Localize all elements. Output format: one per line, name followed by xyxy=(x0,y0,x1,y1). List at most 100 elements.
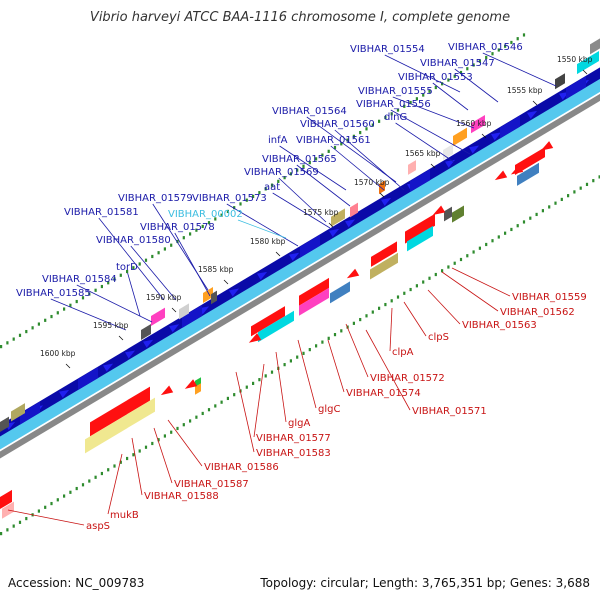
scale-dot xyxy=(195,228,198,232)
reverse-arrow xyxy=(248,333,262,343)
scale-dot xyxy=(441,82,444,86)
forward-gene xyxy=(20,401,40,425)
scale-dot xyxy=(548,205,551,209)
scale-dot xyxy=(132,453,135,457)
arrow-head xyxy=(289,252,300,261)
kbp-tick xyxy=(582,69,588,75)
scale-dot xyxy=(327,149,330,153)
scale-dot xyxy=(541,209,544,213)
scale-dot xyxy=(214,217,217,221)
forward-arrow xyxy=(229,288,240,297)
forward-leader xyxy=(127,272,141,317)
reverse-feature xyxy=(90,386,150,437)
map-title: Vibrio harveyi ATCC BAA-1116 chromosome … xyxy=(89,10,511,25)
scale-dot xyxy=(75,299,78,304)
feature-block xyxy=(331,208,345,227)
forward-leader xyxy=(296,164,351,207)
scale-dot xyxy=(579,186,582,190)
scale-dot xyxy=(447,78,450,82)
reverse-arrow xyxy=(160,385,174,396)
scale-dot xyxy=(31,326,34,330)
scale-dot xyxy=(44,505,47,509)
scale-dot xyxy=(396,108,400,112)
arrow-head xyxy=(381,197,392,206)
scale-dot xyxy=(50,314,53,319)
arrow-head xyxy=(329,228,340,237)
forward-gene-label: VIBHAR_01561 xyxy=(296,135,371,146)
forward-gene xyxy=(500,115,520,139)
scale-dot xyxy=(308,161,311,165)
forward-gene-label: torD xyxy=(116,262,138,273)
scale-dot xyxy=(422,280,425,284)
scale-dots xyxy=(0,33,600,536)
forward-arrow xyxy=(445,159,456,168)
scale-dot xyxy=(522,33,526,37)
scale-dot xyxy=(252,194,255,199)
scale-dot xyxy=(504,44,507,48)
scale-dot xyxy=(88,479,91,483)
forward-gene-label: infA xyxy=(268,135,288,146)
scale-dot xyxy=(119,273,122,277)
reverse-arrow xyxy=(510,164,524,175)
scale-dot xyxy=(126,269,129,274)
forward-arrow xyxy=(125,350,136,359)
scale-dot xyxy=(422,93,425,97)
reverse-feature xyxy=(299,277,329,306)
forward-leader xyxy=(390,109,471,155)
arrow-head xyxy=(510,164,524,175)
forward-gene-label: VIBHAR_01569 xyxy=(244,167,319,178)
reverse-feature xyxy=(299,287,329,316)
forward-leader xyxy=(482,52,557,87)
forward-leader xyxy=(384,54,461,93)
reverse-leader xyxy=(441,271,499,312)
scale-dot xyxy=(163,247,166,251)
forward-gene-label: VIBHAR_01585 xyxy=(16,288,91,299)
forward-arrow xyxy=(527,110,538,119)
scale-dot xyxy=(459,70,463,75)
scale-dot xyxy=(107,281,110,285)
arrow-head xyxy=(257,271,268,280)
reverse-gene-label: aspS xyxy=(86,521,110,532)
forward-arrow xyxy=(103,363,114,372)
scale-dot xyxy=(434,85,437,90)
forward-gene-label: VIBHAR_01578 xyxy=(140,222,215,233)
scale-dot xyxy=(535,212,538,217)
scale-dot xyxy=(126,456,129,461)
topology-text: Topology: circular; Length: 3,765,351 bp… xyxy=(260,576,590,590)
arrow-head xyxy=(229,288,240,297)
kbp-marker: 1580 kbp xyxy=(250,237,286,246)
scale-dot xyxy=(302,351,305,355)
scale-dot xyxy=(37,509,40,513)
scale-dot xyxy=(151,254,154,259)
reverse-arrow xyxy=(432,205,446,216)
forward-gene-label: VIBHAR_01584 xyxy=(42,274,117,285)
scale-dot xyxy=(485,242,488,247)
scale-dot xyxy=(522,220,526,224)
scale-dot xyxy=(390,299,393,303)
arrow-head xyxy=(346,268,360,279)
forward-leader xyxy=(306,116,397,183)
scale-dot xyxy=(529,216,532,220)
feature-block xyxy=(577,50,599,75)
scale-dot xyxy=(516,224,519,228)
forward-leader xyxy=(174,232,211,297)
scale-dot xyxy=(491,52,494,56)
accession-text: Accession: NC_009783 xyxy=(8,576,145,590)
scale-dot xyxy=(264,374,267,378)
highlight-gene-label: VIBHAR_00002 xyxy=(168,209,243,220)
kbp-marker: 1585 kbp xyxy=(198,265,234,274)
reverse-feature xyxy=(407,225,433,252)
reverse-leader xyxy=(427,289,461,325)
forward-gene-label: VIBHAR_01580 xyxy=(96,235,171,246)
kbp-marker: 1595 kbp xyxy=(93,321,129,330)
scale-dot xyxy=(258,191,261,195)
scale-dot xyxy=(157,251,160,255)
forward-gene xyxy=(300,234,320,258)
forward-gene xyxy=(182,305,202,329)
scale-dot xyxy=(207,408,211,412)
scale-dot xyxy=(113,277,116,281)
forward-leader xyxy=(76,284,153,323)
scale-dot xyxy=(453,261,456,265)
scale-dot xyxy=(560,197,563,202)
